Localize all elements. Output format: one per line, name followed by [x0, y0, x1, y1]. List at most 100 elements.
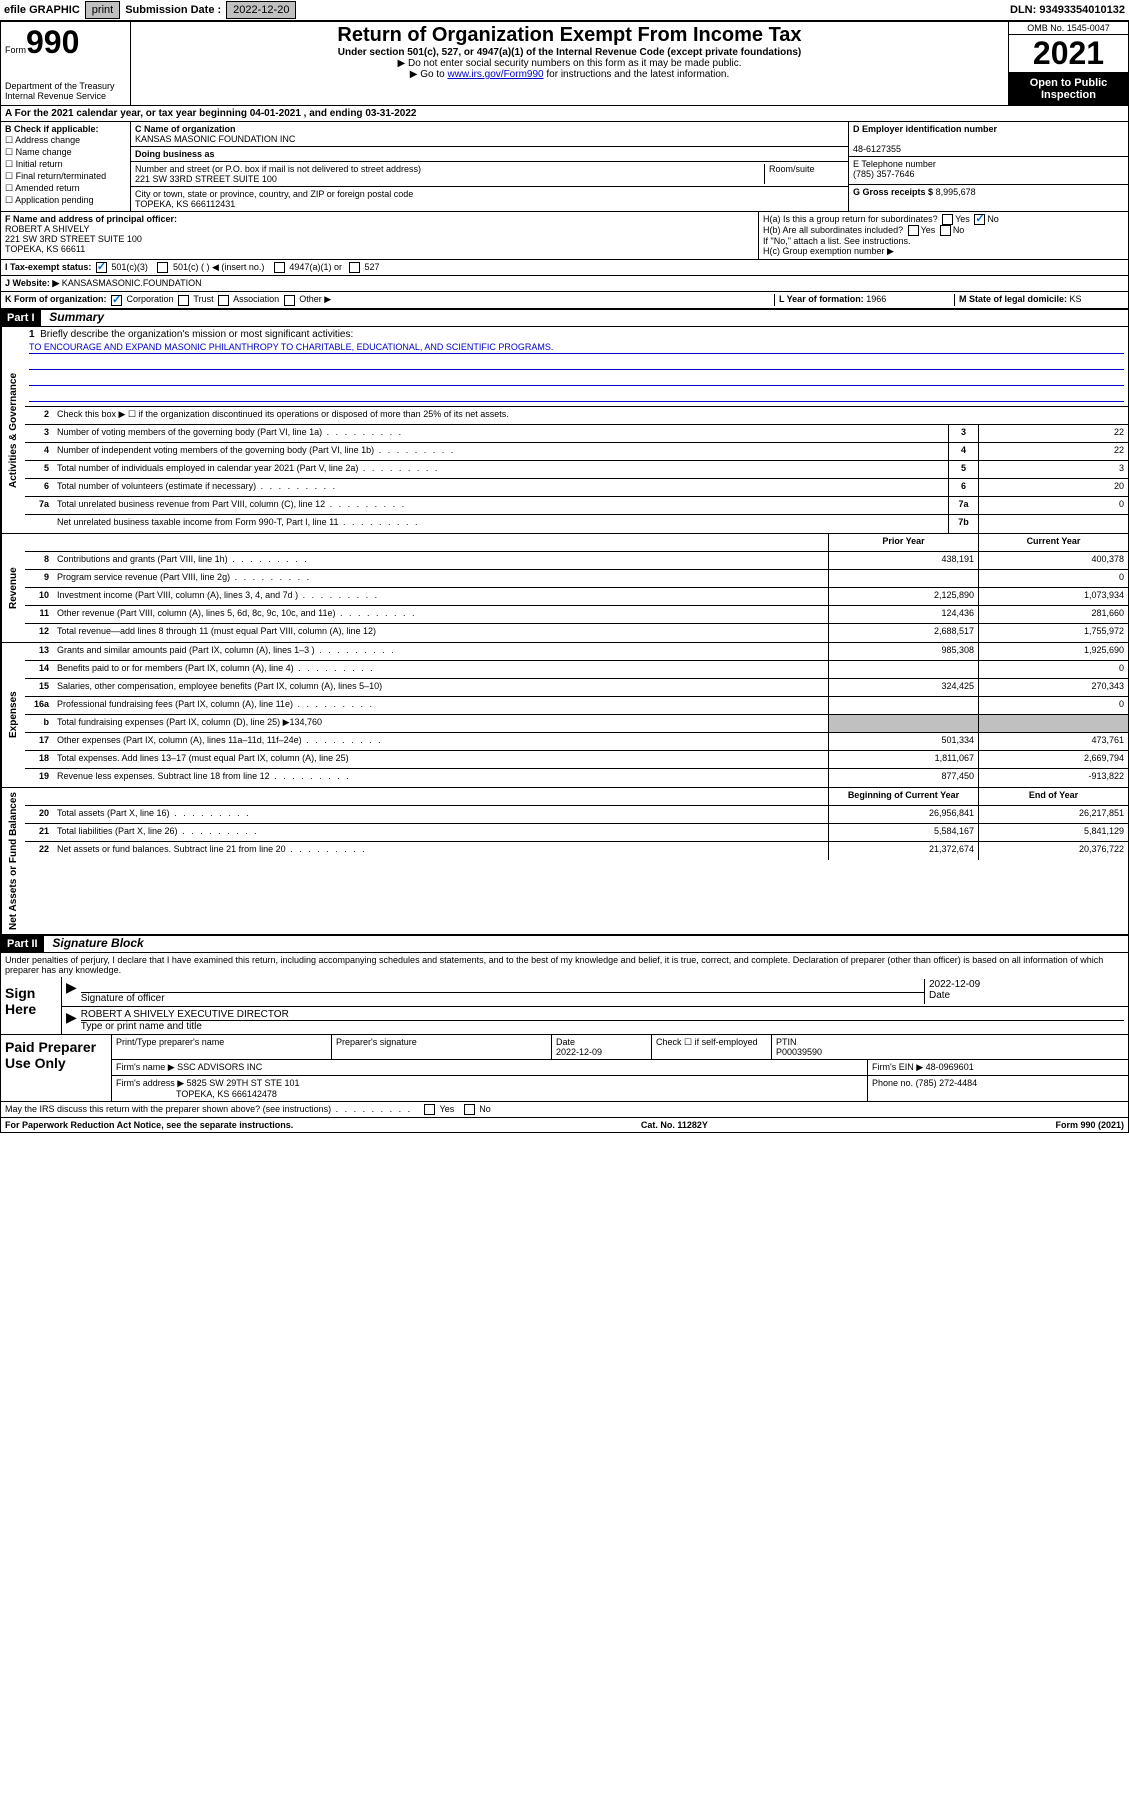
officer-addr2: TOPEKA, KS 66611 — [5, 244, 85, 254]
p12: 2,688,517 — [828, 624, 978, 642]
row-j: J Website: ▶ KANSASMASONIC.FOUNDATION — [1, 276, 1128, 292]
footer: For Paperwork Reduction Act Notice, see … — [1, 1118, 1128, 1132]
hdr-prior: Prior Year — [828, 534, 978, 551]
name-title-label: Type or print name and title — [81, 1021, 202, 1032]
check-4947[interactable] — [274, 262, 285, 273]
line15: Salaries, other compensation, employee b… — [53, 679, 828, 696]
row-a-tax-year: A For the 2021 calendar year, or tax yea… — [1, 106, 1128, 122]
line10: Investment income (Part VIII, column (A)… — [53, 588, 828, 605]
header-sub2: ▶ Do not enter social security numbers o… — [135, 58, 1004, 69]
arrow-icon: ▶ — [66, 1009, 81, 1032]
line20: Total assets (Part X, line 16) — [53, 806, 828, 823]
ha-yes-check[interactable] — [942, 214, 953, 225]
p19: 877,450 — [828, 769, 978, 787]
hb-note: If "No," attach a list. See instructions… — [763, 236, 1124, 246]
b21: 5,584,167 — [828, 824, 978, 841]
check-assoc[interactable] — [218, 295, 229, 306]
line8: Contributions and grants (Part VIII, lin… — [53, 552, 828, 569]
hc-label: H(c) Group exemption number ▶ — [763, 246, 1124, 257]
check-corp[interactable] — [111, 295, 122, 306]
submission-date-button[interactable]: 2022-12-20 — [226, 1, 296, 19]
ha-no-check[interactable] — [974, 214, 985, 225]
line12: Total revenue—add lines 8 through 11 (mu… — [53, 624, 828, 642]
check-527[interactable] — [349, 262, 360, 273]
sig-date-value: 2022-12-09 — [929, 979, 1124, 990]
p17: 501,334 — [828, 733, 978, 750]
check-other[interactable] — [284, 295, 295, 306]
p16a — [828, 697, 978, 714]
hdr-end: End of Year — [978, 788, 1128, 805]
hb-yes-check[interactable] — [908, 225, 919, 236]
p8: 438,191 — [828, 552, 978, 569]
open-public: Open to Public Inspection — [1009, 73, 1128, 105]
header-right: OMB No. 1545-0047 2021 Open to Public In… — [1008, 22, 1128, 105]
line22: Net assets or fund balances. Subtract li… — [53, 842, 828, 860]
side-revenue: Revenue — [1, 534, 25, 642]
val-l4: 22 — [978, 443, 1128, 460]
check-501c3[interactable] — [96, 262, 107, 273]
firm-addr2: TOPEKA, KS 666142478 — [176, 1089, 277, 1099]
arrow-icon: ▶ — [66, 979, 81, 1004]
c12: 1,755,972 — [978, 624, 1128, 642]
prep-h4: Check ☐ if self-employed — [652, 1035, 772, 1059]
submission-label: Submission Date : — [121, 4, 225, 16]
discuss-no-check[interactable] — [464, 1104, 475, 1115]
check-initial-return[interactable]: ☐ Initial return — [5, 159, 126, 170]
efile-label: efile GRAPHIC — [0, 4, 84, 16]
check-address-change[interactable]: ☐ Address change — [5, 135, 126, 146]
form-header: Form990 Department of the Treasury Inter… — [1, 22, 1128, 106]
discuss-yes-check[interactable] — [424, 1104, 435, 1115]
e20: 26,217,851 — [978, 806, 1128, 823]
irs-link[interactable]: www.irs.gov/Form990 — [447, 69, 543, 80]
row-k-l-m: K Form of organization: Corporation Trus… — [1, 292, 1128, 308]
line21: Total liabilities (Part X, line 26) — [53, 824, 828, 841]
row-i: I Tax-exempt status: 501(c)(3) 501(c) ( … — [1, 260, 1128, 276]
hdr-current: Current Year — [978, 534, 1128, 551]
side-governance: Activities & Governance — [1, 327, 25, 533]
c13: 1,925,690 — [978, 643, 1128, 660]
section-net-assets: Net Assets or Fund Balances Beginning of… — [1, 788, 1128, 935]
check-final-return[interactable]: ☐ Final return/terminated — [5, 171, 126, 182]
top-bar: efile GRAPHIC print Submission Date : 20… — [0, 0, 1129, 21]
val-l3: 22 — [978, 425, 1128, 442]
section-b-through-g: B Check if applicable: ☐ Address change … — [1, 122, 1128, 212]
sign-here-row: Sign Here ▶ Signature of officer 2022-12… — [1, 977, 1128, 1035]
c16a: 0 — [978, 697, 1128, 714]
e21: 5,841,129 — [978, 824, 1128, 841]
check-amended[interactable]: ☐ Amended return — [5, 183, 126, 194]
section-revenue: Revenue Prior YearCurrent Year 8Contribu… — [1, 534, 1128, 643]
line16a: Professional fundraising fees (Part IX, … — [53, 697, 828, 714]
tax-year: 2021 — [1009, 35, 1128, 73]
form-number: 990 — [26, 24, 79, 60]
check-application-pending[interactable]: ☐ Application pending — [5, 195, 126, 206]
form-ref: Form 990 (2021) — [1055, 1120, 1124, 1130]
print-button[interactable]: print — [85, 1, 120, 19]
val-l6: 20 — [978, 479, 1128, 496]
c19: -913,822 — [978, 769, 1128, 787]
irs-discuss-row: May the IRS discuss this return with the… — [1, 1102, 1128, 1118]
firm-name: SSC ADVISORS INC — [177, 1062, 262, 1072]
check-501c[interactable] — [157, 262, 168, 273]
officer-name-title: ROBERT A SHIVELY EXECUTIVE DIRECTOR — [81, 1009, 1124, 1021]
form-word: Form — [5, 45, 26, 55]
paid-preparer-label: Paid Preparer Use Only — [1, 1035, 111, 1101]
officer-label: F Name and address of principal officer: — [5, 214, 177, 224]
p15: 324,425 — [828, 679, 978, 696]
gross-value: 8,995,678 — [936, 187, 976, 197]
val-l7a: 0 — [978, 497, 1128, 514]
line7b: Net unrelated business taxable income fr… — [53, 515, 948, 533]
state-domicile: KS — [1070, 294, 1082, 304]
header-middle: Return of Organization Exempt From Incom… — [131, 22, 1008, 105]
line5: Total number of individuals employed in … — [53, 461, 948, 478]
hb-no-check[interactable] — [940, 225, 951, 236]
c18: 2,669,794 — [978, 751, 1128, 768]
col-d-e-g: D Employer identification number 48-6127… — [848, 122, 1128, 211]
part2-header: Part II Signature Block — [1, 935, 1128, 953]
omb-number: OMB No. 1545-0047 — [1009, 22, 1128, 35]
dept-treasury: Department of the Treasury Internal Reve… — [5, 81, 126, 101]
section-expenses: Expenses 13Grants and similar amounts pa… — [1, 643, 1128, 788]
c11: 281,660 — [978, 606, 1128, 623]
check-trust[interactable] — [178, 295, 189, 306]
line2: Check this box ▶ ☐ if the organization d… — [53, 407, 1128, 424]
check-name-change[interactable]: ☐ Name change — [5, 147, 126, 158]
